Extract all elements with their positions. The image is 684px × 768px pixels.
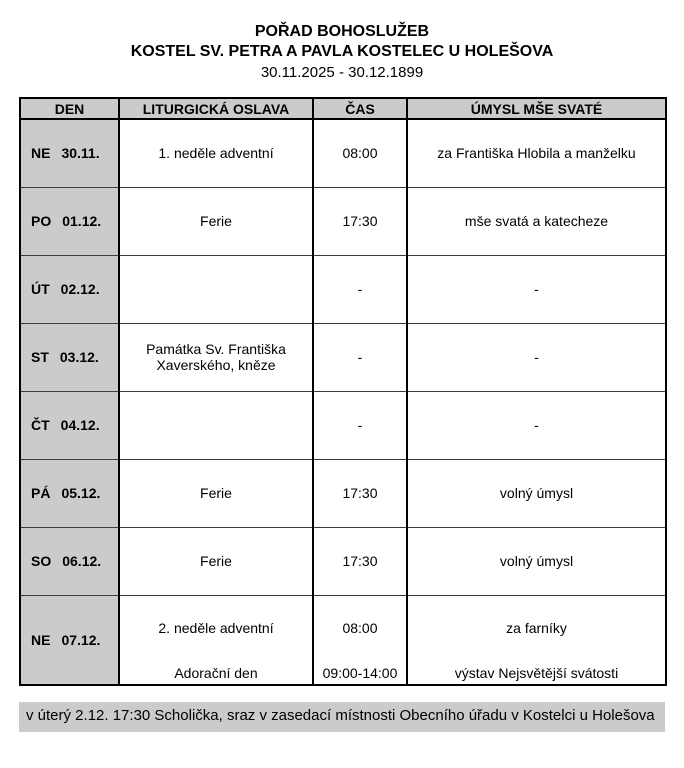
time-cell: 08:00: [312, 118, 407, 187]
day-date: 06.12.: [62, 553, 102, 569]
time-cell: 17:30: [312, 458, 407, 527]
day-date: 30.11.: [61, 145, 100, 162]
footer-note: v úterý 2.12. 17:30 Scholička, sraz v za…: [19, 702, 665, 732]
col-header-umysl-mse-svate: ÚMYSL MŠE SVATÉ: [406, 98, 666, 120]
intention-cell: za farníky výstav Nejsvětější svátosti: [406, 594, 666, 685]
day-abbr: PÁ: [31, 485, 51, 501]
table-header-row: DEN LITURGICKÁ OSLAVA ČAS ÚMYSL MŠE SVAT…: [19, 98, 666, 120]
table-row: ST 03.12. Památka Sv. Františka Xaverskéh…: [19, 322, 666, 391]
table-row: ČT 04.12. - -: [19, 390, 666, 459]
date-range: 30.11.2025 - 30.12.1899: [260, 64, 424, 81]
day-date: 02.12.: [60, 281, 100, 297]
day-cell: ČT 04.12.: [19, 390, 119, 459]
time-extra: 09:00-14:00: [322, 664, 398, 681]
col-header-den: DEN: [19, 98, 119, 120]
day-cell: ÚT 02.12.: [19, 254, 119, 323]
table-row: SO 06.12. Ferie 17:30 volný úmysl: [19, 526, 666, 595]
day-abbr: ČT: [31, 417, 50, 433]
celebration-cell: Ferie: [118, 526, 313, 595]
celebration-cell: [118, 254, 313, 323]
day-date: 03.12.: [59, 349, 99, 365]
celebration-extra: Adorační den: [174, 664, 258, 681]
time-cell: 08:00 09:00-14:00: [312, 594, 407, 685]
intention-cell: -: [406, 322, 666, 391]
celebration-cell: [118, 390, 313, 459]
time-cell: -: [312, 390, 407, 459]
intention-main: za farníky: [506, 619, 567, 636]
celebration-cell: 1. neděle adventní: [118, 118, 313, 187]
time-cell: -: [312, 322, 407, 391]
intention-cell: volný úmysl: [406, 458, 666, 527]
page-header: POŘAD BOHOSLUŽEB KOSTEL SV. PETRA A PAVL…: [0, 0, 684, 83]
time-main: 08:00: [342, 619, 378, 636]
day-abbr: NE: [31, 631, 51, 648]
day-cell: PÁ 05.12.: [19, 458, 119, 527]
celebration-cell: Památka Sv. Františka Xaverského, kněze: [118, 322, 313, 391]
intention-cell: za Františka Hlobila a manželku: [406, 118, 666, 187]
day-abbr: ST: [31, 349, 49, 365]
intention-cell: mše svatá a katecheze: [406, 186, 666, 255]
celebration-cell: Ferie: [118, 458, 313, 527]
celebration-main: 2. neděle adventní: [158, 619, 274, 636]
day-abbr: NE: [31, 145, 51, 162]
intention-cell: volný úmysl: [406, 526, 666, 595]
celebration-cell: 2. neděle adventní Adorační den: [118, 594, 313, 685]
day-date: 04.12.: [60, 417, 100, 433]
schedule-page: POŘAD BOHOSLUŽEB KOSTEL SV. PETRA A PAVL…: [0, 0, 684, 732]
time-cell: 17:30: [312, 526, 407, 595]
day-abbr: PO: [31, 213, 52, 229]
day-cell: PO 01.12.: [19, 186, 119, 255]
table-row: ÚT 02.12. - -: [19, 254, 666, 323]
day-cell: NE 07.12.: [19, 594, 119, 685]
day-cell: ST 03.12.: [19, 322, 119, 391]
col-header-cas: ČAS: [312, 98, 407, 120]
time-cell: 17:30: [312, 186, 407, 255]
day-date: 07.12.: [61, 631, 101, 648]
celebration-cell: Ferie: [118, 186, 313, 255]
table-row: PÁ 05.12. Ferie 17:30 volný úmysl: [19, 458, 666, 527]
page-subtitle: KOSTEL SV. PETRA A PAVLA KOSTELEC U HOLE…: [130, 43, 554, 60]
table-row: PO 01.12. Ferie 17:30 mše svatá a kateche…: [19, 186, 666, 255]
day-date: 05.12.: [61, 485, 101, 501]
time-cell: -: [312, 254, 407, 323]
table-row: NE 30.11. 1. neděle adventní 08:00 za Fra…: [19, 118, 666, 187]
day-cell: SO 06.12.: [19, 526, 119, 595]
day-abbr: ÚT: [31, 281, 50, 297]
intention-extra: výstav Nejsvětější svátosti: [454, 664, 619, 681]
table-row: NE 07.12. 2. neděle adventní Adorační den…: [19, 594, 666, 685]
day-cell: NE 30.11.: [19, 118, 119, 187]
schedule-table: DEN LITURGICKÁ OSLAVA ČAS ÚMYSL MŠE SVAT…: [19, 97, 667, 686]
day-abbr: SO: [31, 553, 52, 569]
page-title: POŘAD BOHOSLUŽEB: [254, 23, 430, 40]
col-header-liturgicka-oslava: LITURGICKÁ OSLAVA: [118, 98, 313, 120]
day-date: 01.12.: [62, 213, 102, 229]
intention-cell: -: [406, 390, 666, 459]
intention-cell: -: [406, 254, 666, 323]
